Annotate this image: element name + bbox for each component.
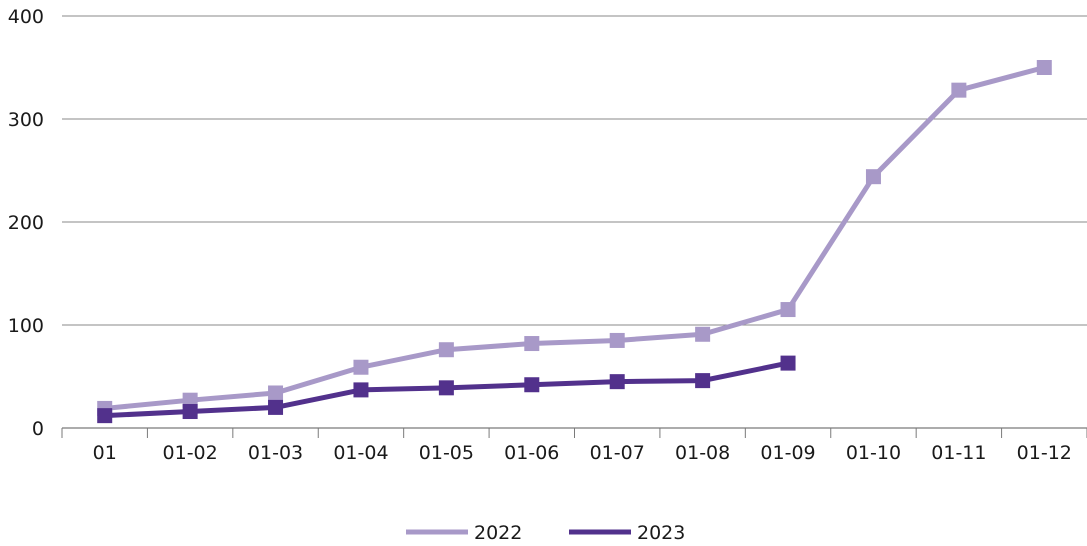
data-point-2023-01-08 xyxy=(695,373,711,389)
data-point-2022-01-08 xyxy=(695,326,711,342)
y-tick-label-100: 100 xyxy=(8,315,44,337)
x-axis-tick-labels: 01 01-02 01-03 01-04 01-05 01-06 01-07 01-08 01-… xyxy=(93,442,1072,464)
legend: 2022 2023 xyxy=(406,522,685,544)
data-point-2023-01-02 xyxy=(182,404,198,420)
series-line-2022 xyxy=(104,65,1045,411)
x-tick-label-01-03: 01-03 xyxy=(248,442,303,464)
data-point-2023-01-07 xyxy=(609,374,625,390)
data-point-2022-01-02 xyxy=(182,392,198,408)
series-lines xyxy=(97,60,1052,424)
data-point-2023-01-03 xyxy=(268,399,284,415)
y-tick-label-400: 400 xyxy=(8,6,44,28)
series-markers-2022 xyxy=(97,60,1052,416)
y-tick-label-300: 300 xyxy=(8,109,44,131)
x-tick-label-01-06: 01-06 xyxy=(504,442,559,464)
legend-label-2023: 2023 xyxy=(637,522,685,544)
x-tick-label-01-09: 01-09 xyxy=(760,442,815,464)
y-tick-label-0: 0 xyxy=(32,418,44,440)
x-tick-label-01-04: 01-04 xyxy=(333,442,388,464)
x-tick-label-01-02: 01-02 xyxy=(163,442,218,464)
data-point-2023-01-04 xyxy=(353,382,369,398)
data-point-2023-01-05 xyxy=(438,380,454,396)
data-point-2022-01-04 xyxy=(353,359,369,375)
data-point-2022-01-07 xyxy=(609,332,625,348)
x-tick-label-01: 01 xyxy=(93,442,117,464)
x-tick-label-01-07: 01-07 xyxy=(590,442,645,464)
data-point-2023-01 xyxy=(97,408,113,424)
data-point-2022-01-03 xyxy=(268,385,284,401)
gridlines xyxy=(62,15,1087,326)
x-axis xyxy=(61,427,1087,438)
y-axis-tick-labels: 0 100 200 300 400 xyxy=(8,6,44,440)
x-tick-label-01-10: 01-10 xyxy=(846,442,901,464)
x-tick-label-01-12: 01-12 xyxy=(1017,442,1072,464)
data-point-2023-01-09 xyxy=(780,355,796,371)
data-point-2022-01-12 xyxy=(1036,60,1052,75)
data-point-2022-01-05 xyxy=(438,342,454,358)
legend-label-2022: 2022 xyxy=(474,522,522,544)
data-point-2022-01-10 xyxy=(865,169,881,185)
data-point-2022-01-11 xyxy=(951,82,967,98)
data-point-2022-01-06 xyxy=(524,336,540,352)
y-tick-label-200: 200 xyxy=(8,212,44,234)
x-tick-label-01-08: 01-08 xyxy=(675,442,730,464)
series-markers-2023 xyxy=(97,355,796,424)
x-tick-label-01-05: 01-05 xyxy=(419,442,474,464)
data-point-2022-01-09 xyxy=(780,302,796,318)
x-tick-label-01-11: 01-11 xyxy=(931,442,986,464)
data-point-2023-01-06 xyxy=(524,377,540,393)
